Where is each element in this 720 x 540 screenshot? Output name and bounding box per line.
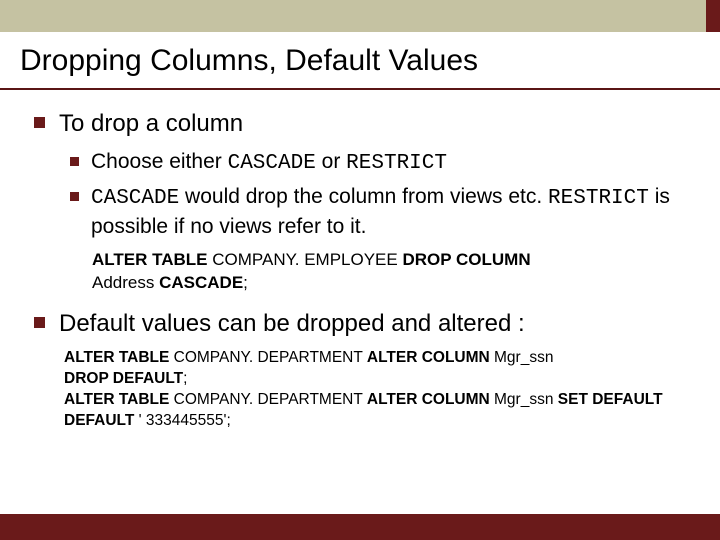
sql-keyword: ALTER COLUMN xyxy=(367,349,490,366)
sql-keyword: ALTER TABLE xyxy=(64,349,169,366)
bullet-square-icon xyxy=(70,157,79,166)
top-decorative-band xyxy=(0,0,720,32)
title-area: Dropping Columns, Default Values xyxy=(0,32,720,90)
sql-code-block: ALTER TABLE COMPANY. DEPARTMENT ALTER CO… xyxy=(64,348,692,432)
sql-keyword: SET DEFAULT xyxy=(558,391,663,408)
sql-keyword: ALTER TABLE xyxy=(64,391,169,408)
sql-keyword: DEFAULT xyxy=(64,412,134,429)
sql-text: COMPANY. DEPARTMENT xyxy=(169,349,367,366)
sql-text: ; xyxy=(243,273,248,292)
code-inline: CASCADE xyxy=(228,152,316,175)
sql-keyword: DROP DEFAULT xyxy=(64,370,183,387)
footer-bar xyxy=(0,514,720,540)
sql-text: COMPANY. DEPARTMENT xyxy=(169,391,367,408)
bullet-text: Choose either CASCADE or RESTRICT xyxy=(91,148,447,178)
sql-keyword: CASCADE xyxy=(159,273,243,292)
code-inline: RESTRICT xyxy=(346,152,447,175)
sql-text: Mgr_ssn xyxy=(490,391,558,408)
slide-content: To drop a column Choose either CASCADE o… xyxy=(0,90,720,432)
sql-keyword: DROP COLUMN xyxy=(402,250,530,269)
bullet-level2: Choose either CASCADE or RESTRICT xyxy=(70,148,692,178)
sql-text: ; xyxy=(183,370,187,387)
text-run: Choose either xyxy=(91,150,228,173)
bullet-level2: CASCADE would drop the column from views… xyxy=(70,183,692,242)
bullet-text: Default values can be dropped and altere… xyxy=(59,308,525,340)
bullet-square-icon xyxy=(70,192,79,201)
sql-code-block: ALTER TABLE COMPANY. EMPLOYEE DROP COLUM… xyxy=(92,249,692,293)
text-run: or xyxy=(316,150,346,173)
sql-text: ' 333445555'; xyxy=(134,412,230,429)
bullet-square-icon xyxy=(34,117,45,128)
sql-text: COMPANY. EMPLOYEE xyxy=(208,250,403,269)
bullet-level1: Default values can be dropped and altere… xyxy=(34,308,692,340)
code-inline: CASCADE xyxy=(91,187,179,210)
sql-keyword: ALTER COLUMN xyxy=(367,391,490,408)
sql-text: Mgr_ssn xyxy=(490,349,554,366)
code-inline: RESTRICT xyxy=(548,187,649,210)
sql-text: Address xyxy=(92,273,159,292)
text-run: would drop the column from views etc. xyxy=(179,185,548,208)
sql-keyword: ALTER TABLE xyxy=(92,250,208,269)
slide-title: Dropping Columns, Default Values xyxy=(20,44,700,78)
bullet-text: To drop a column xyxy=(59,108,243,140)
bullet-level1: To drop a column xyxy=(34,108,692,140)
bullet-square-icon xyxy=(34,317,45,328)
bullet-text: CASCADE would drop the column from views… xyxy=(91,183,692,242)
